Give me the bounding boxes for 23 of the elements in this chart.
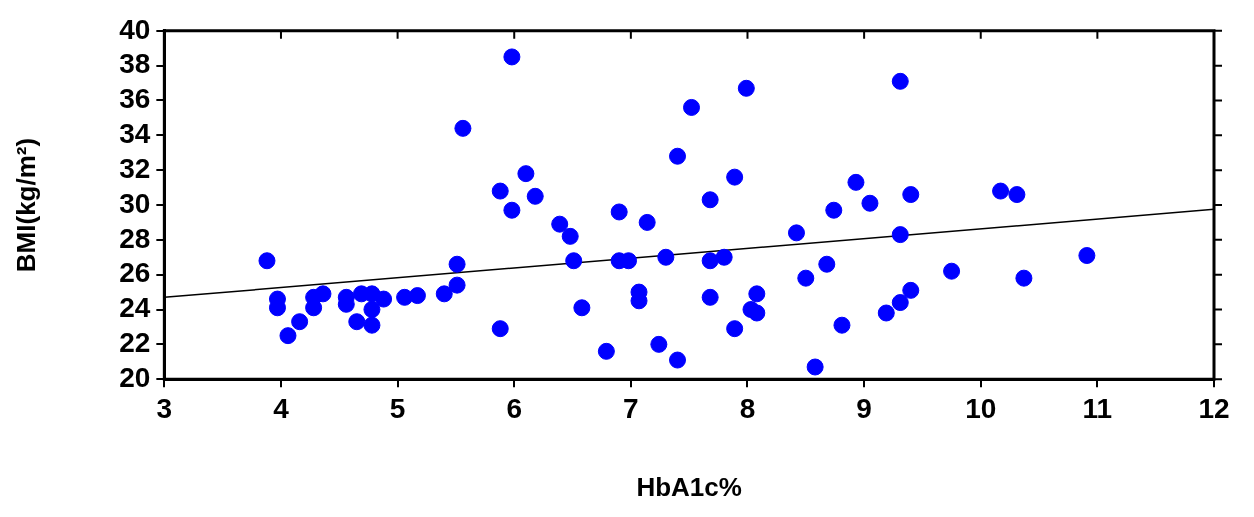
y-tick-label: 20 (119, 361, 151, 393)
x-axis-title: HbA1c% (636, 471, 742, 502)
y-axis-title: BMI(kg/m²) (10, 137, 41, 273)
y-tick-label: 30 (119, 187, 151, 219)
y-tick-label: 28 (119, 222, 151, 254)
y-tick-label: 22 (119, 327, 151, 359)
y-tick-label: 36 (119, 83, 151, 115)
x-tick-label: 6 (506, 392, 523, 424)
x-tick-label: 4 (273, 392, 290, 424)
x-tick-label: 10 (965, 392, 997, 424)
x-tick-label: 12 (1198, 392, 1230, 424)
x-tick-label: 11 (1082, 392, 1113, 424)
y-tick-label: 34 (119, 118, 151, 150)
y-tick-label: 38 (119, 48, 151, 80)
x-tick-label: 3 (156, 392, 173, 424)
y-tick-label: 40 (119, 13, 151, 45)
x-tick-label: 8 (739, 392, 756, 424)
y-tick-label: 26 (119, 257, 151, 289)
x-tick-label: 7 (623, 392, 639, 424)
y-tick-label: 24 (119, 292, 151, 324)
y-tick-label: 32 (119, 152, 151, 184)
x-tick-label: 5 (389, 392, 406, 424)
x-tick-label: 9 (856, 392, 872, 424)
